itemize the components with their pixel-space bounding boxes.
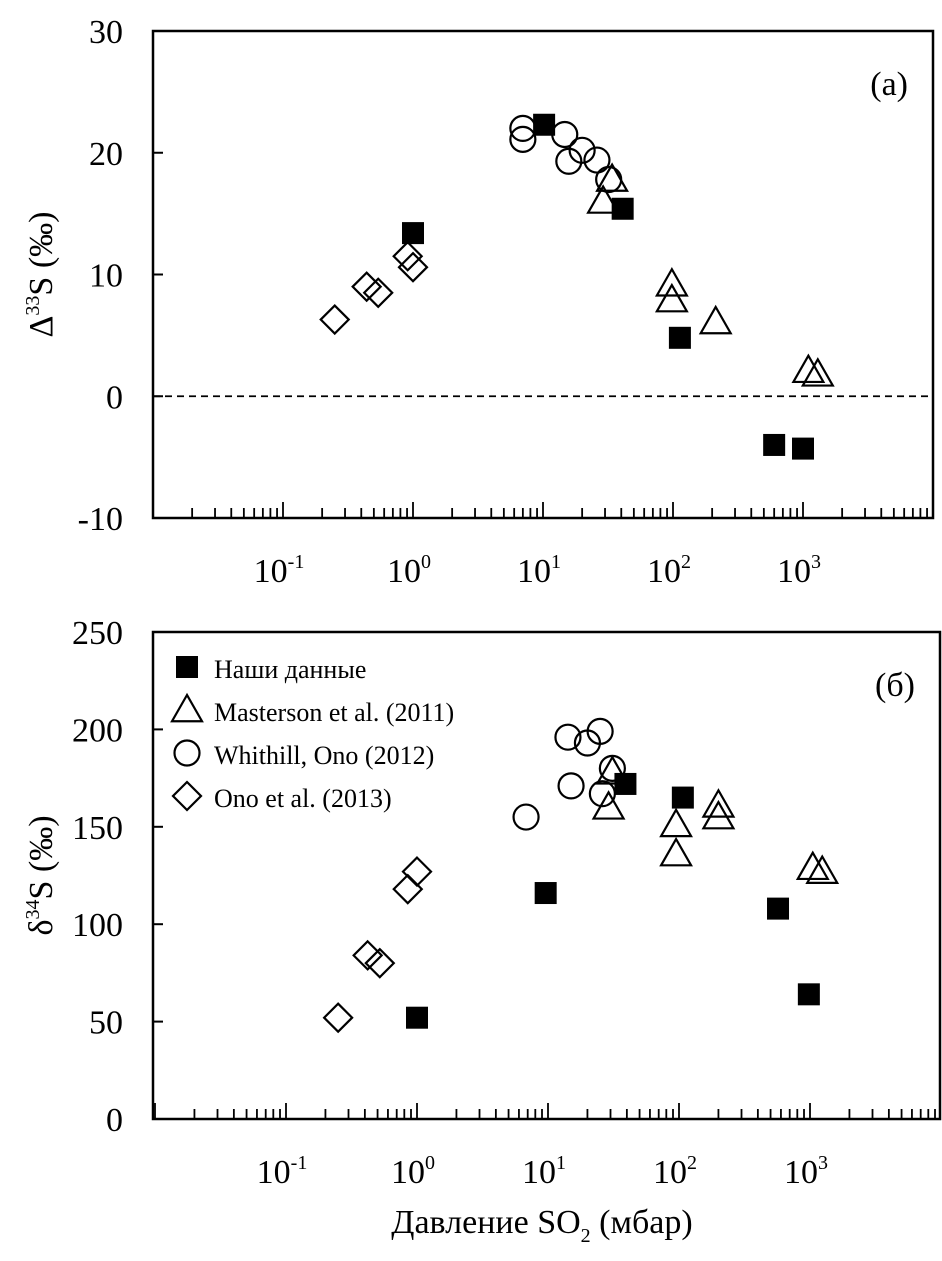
- panel-b: 0 50 100 150 200 250 10-1 100 101 102 103 δ34S (‰) (…: [22, 615, 942, 1247]
- data-point-filled-square: [611, 197, 634, 220]
- data-point-open-triangle: [586, 184, 621, 214]
- data-point-open-circle: [583, 146, 611, 174]
- legend-entry: Наши данные: [214, 655, 366, 684]
- data-point-open-triangle: [698, 304, 733, 335]
- data-point-filled-square: [614, 772, 637, 795]
- data-point-open-triangle: [654, 282, 689, 313]
- data-point-open-triangle: [595, 755, 630, 785]
- data-point-open-diamond: [397, 251, 429, 283]
- data-point-open-triangle: [805, 854, 840, 884]
- plot-frame: [151, 630, 942, 1121]
- data-point-open-diamond: [392, 240, 424, 272]
- x-tick-label: 100: [387, 551, 431, 590]
- data-point-open-triangle: [654, 267, 689, 297]
- y-tick-label: 10: [89, 258, 123, 295]
- x-axis-title: Давление SO2 (мбар): [391, 1204, 692, 1247]
- legend-entry: Ono et al. (2013): [214, 784, 392, 813]
- x-tick-label: 103: [777, 551, 821, 590]
- legend-entry: Masterson et al. (2011): [214, 698, 454, 727]
- panel-label: (б): [875, 667, 915, 704]
- y-tick-label: 20: [89, 136, 123, 173]
- data-point-filled-square: [763, 433, 786, 456]
- data-point-open-diamond: [362, 277, 394, 309]
- y-axis-title: Δ33S (‰): [22, 212, 60, 338]
- data-point-open-triangle: [659, 807, 693, 838]
- data-point-filled-square: [534, 882, 557, 905]
- data-point-filled-square: [797, 983, 820, 1006]
- x-tick-label: 101: [522, 1152, 566, 1191]
- data-point-open-triangle: [659, 836, 693, 867]
- legend-marker-open-diamond: [171, 780, 203, 812]
- data-point-open-triangle: [595, 162, 629, 192]
- data-point-open-diamond: [392, 873, 424, 905]
- x-tick-label: 10-1: [257, 1152, 308, 1191]
- data-point-open-triangle: [791, 353, 826, 384]
- data-point-filled-square: [792, 437, 814, 460]
- y-tick-label: 0: [106, 1102, 123, 1139]
- data-point-open-circle: [551, 120, 579, 149]
- data-point-filled-square: [533, 113, 556, 136]
- y-tick-label: 0: [106, 379, 123, 416]
- legend-entry: Whithill, Ono (2012): [214, 741, 434, 770]
- data-point-open-diamond: [364, 947, 396, 979]
- legend-marker-open-circle: [173, 739, 201, 767]
- data-point-open-triangle: [800, 357, 835, 387]
- data-point-open-circle: [509, 125, 537, 153]
- x-tick-label: 100: [391, 1152, 435, 1191]
- x-tick-label: 102: [647, 551, 691, 590]
- data-point-open-triangle: [701, 788, 736, 818]
- y-tick-label: 200: [72, 712, 123, 749]
- y-tick-label: 30: [89, 14, 123, 51]
- y-tick-label: 100: [72, 907, 123, 944]
- data-point-open-triangle: [795, 850, 830, 881]
- data-point-open-circle: [512, 803, 540, 831]
- data-point-open-circle: [568, 136, 596, 164]
- data-point-open-diamond: [319, 303, 351, 336]
- data-point-open-triangle: [591, 790, 626, 820]
- data-point-filled-square: [406, 1006, 428, 1029]
- data-point-open-circle: [557, 772, 585, 800]
- data-point-open-diamond: [401, 856, 433, 888]
- panel-label: (a): [870, 66, 908, 103]
- data-point-open-circle: [554, 723, 582, 751]
- y-tick-label: 150: [72, 810, 123, 847]
- y-axis-title: δ34S (‰): [22, 815, 60, 935]
- data-point-filled-square: [767, 897, 790, 920]
- data-point-open-circle: [509, 114, 537, 142]
- data-point-open-triangle: [701, 799, 736, 830]
- data-point-open-diamond: [322, 1002, 354, 1034]
- data-point-filled-square: [671, 786, 694, 809]
- panel-a: -10 0 10 20 30 10-1 100 101 102 103 Δ33S (‰) (a): [22, 14, 935, 590]
- x-tick-label: 102: [653, 1152, 697, 1191]
- data-point-filled-square: [668, 326, 691, 349]
- plot-frame: [151, 29, 935, 520]
- y-tick-label: -10: [78, 501, 123, 538]
- x-tick-label: 103: [784, 1152, 828, 1191]
- data-point-open-circle: [586, 717, 614, 745]
- legend-marker-filled-square: [176, 656, 198, 678]
- data-point-filled-square: [402, 222, 424, 245]
- y-tick-label: 50: [89, 1005, 123, 1042]
- x-tick-label: 101: [517, 551, 561, 590]
- y-tick-label: 250: [72, 615, 123, 652]
- legend-marker-open-triangle: [170, 692, 204, 723]
- x-tick-label: 10-1: [254, 551, 305, 590]
